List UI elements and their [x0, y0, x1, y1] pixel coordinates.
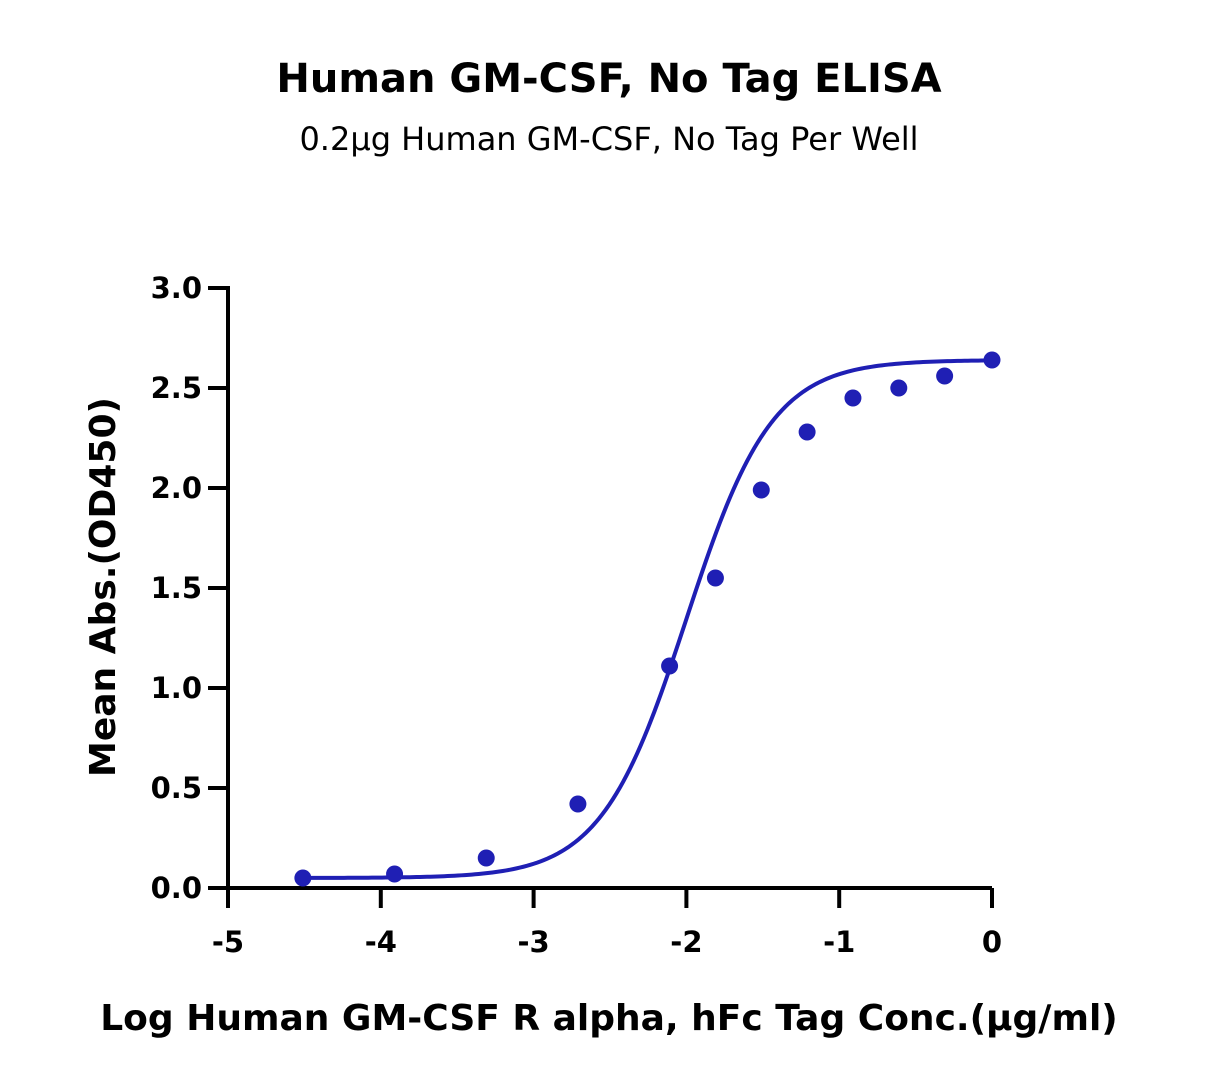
y-tick-label: 0.0 — [151, 871, 202, 905]
data-point — [844, 389, 862, 407]
data-point — [706, 569, 724, 587]
y-tick-label: 1.5 — [151, 571, 202, 605]
x-axis-title: Log Human GM-CSF R alpha, hFc Tag Conc.(… — [100, 998, 1118, 1039]
y-ticks: 0.0 0.5 1.0 1.5 2.0 2.5 3.0 — [151, 271, 228, 905]
data-points — [294, 351, 1001, 887]
y-tick-label: 1.0 — [151, 671, 202, 705]
data-point — [294, 869, 312, 887]
data-point — [569, 795, 587, 813]
data-point — [661, 657, 679, 675]
y-tick-label: 3.0 — [151, 271, 202, 305]
x-tick-label: -3 — [517, 925, 549, 959]
fit-curve — [302, 358, 993, 880]
data-point — [477, 849, 495, 867]
data-point — [386, 865, 404, 883]
y-tick-label: 0.5 — [151, 771, 202, 805]
data-point — [983, 351, 1001, 369]
data-point — [798, 423, 816, 441]
data-point — [752, 481, 770, 499]
x-ticks: -5 -4 -3 -2 -1 0 — [212, 888, 1002, 959]
y-axis-title: Mean Abs.(OD450) — [83, 397, 124, 777]
x-tick-label: -4 — [365, 925, 397, 959]
x-tick-label: -5 — [212, 925, 244, 959]
chart-title: Human GM-CSF, No Tag ELISA — [276, 56, 941, 102]
y-tick-label: 2.5 — [151, 371, 202, 405]
y-tick-label: 2.0 — [151, 471, 202, 505]
data-point — [890, 379, 908, 397]
x-tick-label: -2 — [670, 925, 702, 959]
x-tick-label: 0 — [982, 925, 1002, 959]
chart-subtitle: 0.2μg Human GM-CSF, No Tag Per Well — [299, 120, 918, 158]
x-tick-label: -1 — [823, 925, 855, 959]
data-point — [936, 367, 954, 385]
